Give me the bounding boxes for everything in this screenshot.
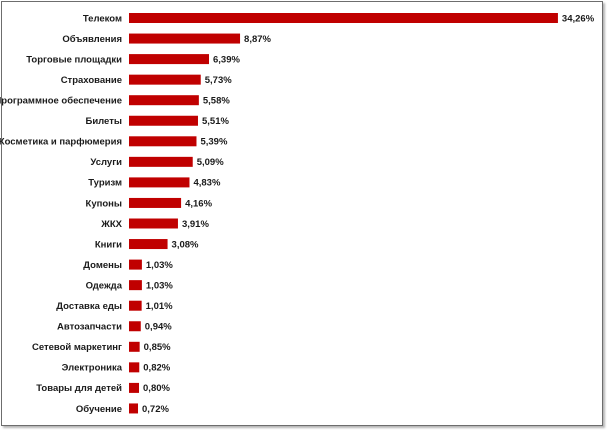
bar <box>129 156 193 167</box>
category-label: Сетевой маркетинг <box>32 342 122 353</box>
bar <box>129 33 241 44</box>
category-label: Торговые площадки <box>26 54 122 65</box>
bar <box>129 341 140 352</box>
category-label: Домены <box>83 260 122 271</box>
bar <box>129 362 140 373</box>
category-label: Косметика и парфюмерия <box>0 137 122 148</box>
value-label: 3,91% <box>182 219 209 230</box>
bar <box>129 74 201 85</box>
bar <box>129 259 142 270</box>
value-label: 4,83% <box>193 178 220 189</box>
value-label: 5,58% <box>203 96 230 107</box>
value-label: 0,72% <box>142 404 169 415</box>
bar <box>129 197 182 208</box>
bar <box>129 136 197 147</box>
value-label: 4,16% <box>185 198 212 209</box>
category-label: Услуги <box>90 157 122 168</box>
category-label: Страхование <box>61 75 122 86</box>
value-label: 0,85% <box>144 342 171 353</box>
value-label: 0,94% <box>145 322 172 333</box>
bar <box>129 95 199 106</box>
category-label: Программное обеспечение <box>0 96 122 107</box>
category-label: ЖКХ <box>100 219 122 230</box>
value-label: 0,82% <box>143 363 170 374</box>
category-label: Книги <box>95 239 122 250</box>
category-label: Телеком <box>83 13 122 24</box>
category-label: Объявления <box>62 34 122 45</box>
bar <box>129 382 140 393</box>
value-label: 8,87% <box>244 34 271 45</box>
category-label: Билеты <box>85 116 122 127</box>
bar <box>129 239 168 250</box>
value-label: 6,39% <box>213 54 240 65</box>
bar <box>129 115 198 126</box>
value-label: 5,09% <box>197 157 224 168</box>
bar <box>129 177 190 188</box>
bar <box>129 218 178 229</box>
value-label: 5,73% <box>205 75 232 86</box>
bar <box>129 13 558 23</box>
category-label: Автозапчасти <box>57 322 122 333</box>
value-label: 5,39% <box>200 137 227 148</box>
bar <box>129 403 139 414</box>
value-label: 1,01% <box>146 301 173 312</box>
bar <box>129 280 142 291</box>
value-label: 5,51% <box>202 116 229 127</box>
value-label: 0,80% <box>143 383 170 394</box>
category-label: Товары для детей <box>36 383 122 394</box>
category-label: Купоны <box>86 198 122 209</box>
bar <box>129 321 141 332</box>
category-label: Электроника <box>62 363 123 374</box>
value-label: 1,03% <box>146 260 173 271</box>
category-label: Обучение <box>76 404 122 415</box>
category-label: Доставка еды <box>56 301 122 312</box>
category-label: Туризм <box>88 178 122 189</box>
value-label: 3,08% <box>172 239 199 250</box>
bar <box>129 300 142 311</box>
value-label: 34,26% <box>562 13 595 24</box>
category-label: Одежда <box>86 280 123 291</box>
value-label: 1,03% <box>146 280 173 291</box>
bar <box>129 54 210 65</box>
